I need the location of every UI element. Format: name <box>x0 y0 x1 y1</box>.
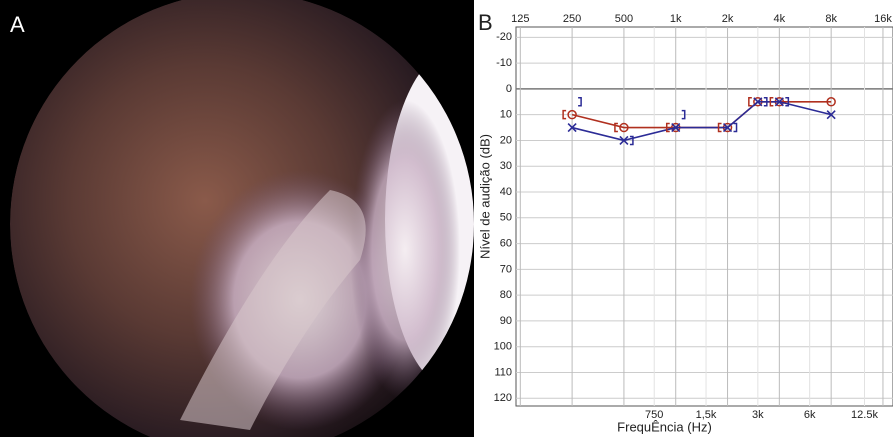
x-tick-label-top: 16k <box>874 13 892 25</box>
y-tick-label: 80 <box>500 289 512 301</box>
marker-x <box>774 97 784 107</box>
marker-bracket-left <box>769 97 774 107</box>
marker-x <box>722 122 733 133</box>
marker-x <box>826 110 836 120</box>
x-tick-label-top: 2k <box>722 13 734 25</box>
marker-bracket-left <box>717 122 722 133</box>
x-tick-label-top: 1k <box>670 13 682 25</box>
plot-area <box>515 26 893 407</box>
x-tick-label-top: 8k <box>825 13 837 25</box>
marker-x <box>567 122 577 133</box>
x-tick-label-bottom: 6k <box>804 409 816 421</box>
y-axis-label: Nível de audição (dB) <box>477 134 492 259</box>
marker-bracket-right <box>733 122 738 133</box>
y-tick-label: 60 <box>500 237 512 249</box>
marker-bracket-right <box>578 97 582 107</box>
marker-x <box>671 122 681 133</box>
x-tick-label-top: 500 <box>615 13 633 25</box>
y-tick-label: 120 <box>494 392 512 404</box>
y-tick-label: 110 <box>494 366 512 378</box>
x-tick-label-bottom: 3k <box>752 409 764 421</box>
y-tick-label: 10 <box>500 109 512 121</box>
marker-o <box>567 109 577 120</box>
x-axis-label: FrequÊncia (Hz) <box>617 419 712 434</box>
x-tick-label-top: 4k <box>774 13 786 25</box>
x-tick-label-bottom: 12.5k <box>851 409 878 421</box>
x-tick-label-bottom: 750 <box>645 409 663 421</box>
y-tick-label: -20 <box>496 31 512 43</box>
marker-o <box>619 122 629 133</box>
y-tick-label: 40 <box>500 186 512 198</box>
marker-x <box>753 97 763 107</box>
panel-label: A <box>10 12 25 37</box>
x-tick-label-top: 250 <box>563 13 581 25</box>
marker-bracket-left <box>665 122 670 133</box>
panel-label: B <box>478 10 493 35</box>
y-tick-label: 50 <box>500 212 512 224</box>
y-tick-label: 30 <box>500 160 512 172</box>
x-tick-label-bottom: 1,5k <box>696 409 717 421</box>
y-tick-label: 100 <box>494 341 512 353</box>
marker-bracket-right <box>785 97 790 107</box>
marker-bracket-right <box>681 109 686 120</box>
marker-bracket-right <box>763 97 768 107</box>
marker-bracket-left <box>748 97 752 107</box>
y-tick-label: 90 <box>500 315 512 327</box>
y-tick-label: 0 <box>506 83 512 95</box>
marker-o <box>826 97 836 107</box>
marker-bracket-left <box>562 109 567 120</box>
marker-x <box>619 135 629 146</box>
x-tick-label-top: 125 <box>511 13 529 25</box>
y-tick-label: 70 <box>500 263 512 275</box>
photo-panel: A <box>0 0 474 437</box>
marker-bracket-right <box>629 135 634 146</box>
y-tick-label: -10 <box>496 57 512 69</box>
marker-bracket-left <box>614 122 618 133</box>
y-tick-label: 20 <box>500 134 512 146</box>
